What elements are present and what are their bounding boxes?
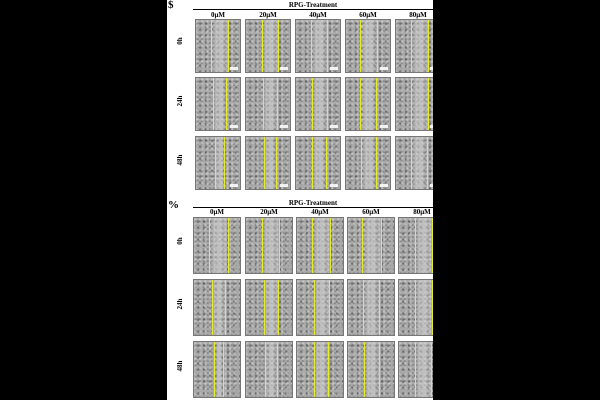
row-label: 48h: [176, 154, 184, 166]
scale-bar: [430, 184, 433, 187]
scale-bar: [330, 67, 338, 70]
scale-bar: [280, 184, 288, 187]
micrograph-40uM-24h: [296, 279, 344, 336]
column-header: 40μM: [311, 208, 329, 216]
scale-bar: [230, 67, 238, 70]
micrograph-20uM-0h: [245, 217, 293, 274]
column-header: 0μM: [210, 11, 226, 19]
panel-letter: %: [168, 199, 179, 211]
column-header: 80μM: [413, 208, 431, 216]
treatment-rule: [193, 9, 433, 10]
micrograph-0uM-0h: [195, 19, 241, 73]
treatment-title: RPG-Treatment: [288, 199, 338, 207]
scale-bar: [380, 184, 388, 187]
scale-bar: [230, 184, 238, 187]
micrograph-80uM-0h: [395, 19, 433, 73]
panel-b: % RPG-Treatment 0μM 20μM 40μM 60μM 80μM …: [167, 199, 433, 400]
micrograph-20uM-0h: [245, 19, 291, 73]
micrograph-20uM-48h: [245, 136, 291, 190]
micrograph-20uM-24h: [245, 77, 291, 131]
treatment-title: RPG-Treatment: [288, 1, 338, 9]
micrograph-0uM-48h: [193, 341, 241, 398]
micrograph-60uM-48h: [347, 341, 395, 398]
micrograph-80uM-48h: [395, 136, 433, 190]
micrograph-60uM-0h: [345, 19, 391, 73]
column-header: 60μM: [362, 208, 380, 216]
row-label: 0h: [176, 37, 184, 45]
column-header: 60μM: [359, 11, 377, 19]
scale-bar: [430, 125, 433, 128]
column-header: 40μM: [309, 11, 327, 19]
scale-bar: [330, 184, 338, 187]
micrograph-60uM-24h: [347, 279, 395, 336]
scale-bar: [230, 125, 238, 128]
micrograph-60uM-24h: [345, 77, 391, 131]
panel-a: $ RPG-Treatment 0μM 20μM 40μM 60μM 80μM …: [167, 0, 433, 197]
micrograph-80uM-24h: [398, 279, 433, 336]
row-label: 24h: [176, 95, 184, 107]
row-label: 24h: [176, 298, 184, 310]
micrograph-20uM-24h: [245, 279, 293, 336]
micrograph-40uM-48h: [296, 341, 344, 398]
micrograph-60uM-48h: [345, 136, 391, 190]
column-header: 20μM: [259, 11, 277, 19]
row-label: 48h: [176, 360, 184, 372]
scale-bar: [380, 125, 388, 128]
micrograph-80uM-0h: [398, 217, 433, 274]
scale-bar: [330, 125, 338, 128]
treatment-rule: [193, 207, 433, 208]
column-header: 20μM: [260, 208, 278, 216]
micrograph-80uM-24h: [395, 77, 433, 131]
scratch-assay-figure: $ RPG-Treatment 0μM 20μM 40μM 60μM 80μM …: [167, 0, 433, 400]
micrograph-20uM-48h: [245, 341, 293, 398]
micrograph-0uM-48h: [195, 136, 241, 190]
column-header: 0μM: [209, 208, 225, 216]
micrograph-0uM-0h: [193, 217, 241, 274]
micrograph-40uM-0h: [295, 19, 341, 73]
scale-bar: [380, 67, 388, 70]
micrograph-40uM-24h: [295, 77, 341, 131]
column-header: 80μM: [409, 11, 427, 19]
micrograph-40uM-48h: [295, 136, 341, 190]
row-label: 0h: [176, 237, 184, 245]
micrograph-0uM-24h: [195, 77, 241, 131]
micrograph-40uM-0h: [296, 217, 344, 274]
micrograph-60uM-0h: [347, 217, 395, 274]
micrograph-0uM-24h: [193, 279, 241, 336]
micrograph-80uM-48h: [398, 341, 433, 398]
scale-bar: [280, 67, 288, 70]
panel-letter: $: [168, 0, 174, 11]
scale-bar: [280, 125, 288, 128]
scale-bar: [430, 67, 433, 70]
